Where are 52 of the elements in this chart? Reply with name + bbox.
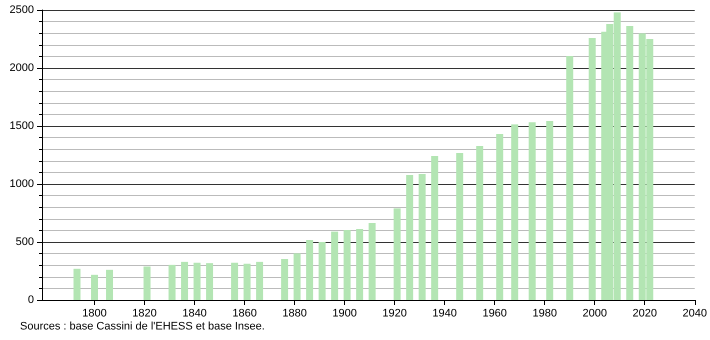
bar bbox=[331, 232, 338, 300]
source-note: Sources : base Cassini de l'EHESS et base Insee. bbox=[20, 320, 265, 332]
x-tick-label: 1800 bbox=[82, 308, 107, 320]
bar bbox=[588, 38, 596, 300]
bar bbox=[356, 229, 364, 300]
bar bbox=[394, 208, 401, 300]
bar bbox=[418, 174, 426, 300]
bar bbox=[194, 262, 201, 300]
y-tick-label: 500 bbox=[16, 236, 34, 248]
bar bbox=[244, 264, 251, 300]
bar bbox=[206, 263, 214, 300]
bar bbox=[318, 242, 326, 300]
bar bbox=[368, 222, 376, 300]
bar bbox=[476, 146, 484, 300]
x-tick-label: 1940 bbox=[432, 308, 457, 320]
bar bbox=[281, 259, 288, 300]
x-tick-label: 1880 bbox=[282, 308, 307, 320]
bar bbox=[256, 262, 264, 300]
y-tick-label: 2000 bbox=[10, 62, 34, 74]
bar bbox=[181, 262, 188, 300]
x-tick-label: 1860 bbox=[232, 308, 257, 320]
x-tick-label: 1980 bbox=[532, 308, 557, 320]
x-tick-label: 1840 bbox=[182, 308, 207, 320]
bar bbox=[546, 121, 554, 300]
bar bbox=[168, 264, 176, 300]
x-tick-label: 2040 bbox=[682, 308, 708, 320]
x-tick-label: 1920 bbox=[382, 308, 407, 320]
bar bbox=[294, 253, 301, 300]
x-tick-label: 2020 bbox=[632, 308, 657, 320]
bar bbox=[306, 240, 314, 300]
bar bbox=[74, 268, 81, 300]
x-tick-label: 1820 bbox=[132, 308, 157, 320]
bar bbox=[431, 156, 438, 300]
bar bbox=[626, 26, 634, 300]
x-tick-label: 2000 bbox=[582, 308, 607, 320]
bar bbox=[144, 266, 151, 300]
bar bbox=[231, 262, 238, 300]
bar bbox=[344, 230, 351, 300]
y-tick-label: 2500 bbox=[10, 4, 34, 16]
bar bbox=[106, 270, 114, 300]
bar bbox=[456, 153, 464, 300]
x-tick-label: 1960 bbox=[482, 308, 507, 320]
y-tick-label: 1500 bbox=[10, 120, 34, 132]
bar bbox=[566, 56, 574, 300]
bar bbox=[406, 174, 414, 300]
y-tick-label: 0 bbox=[28, 294, 34, 306]
x-tick-label: 1900 bbox=[332, 308, 357, 320]
y-tick-label: 1000 bbox=[10, 178, 34, 190]
bar bbox=[91, 274, 98, 300]
bar bbox=[511, 124, 518, 300]
bar bbox=[528, 122, 536, 300]
bar bbox=[496, 134, 504, 300]
